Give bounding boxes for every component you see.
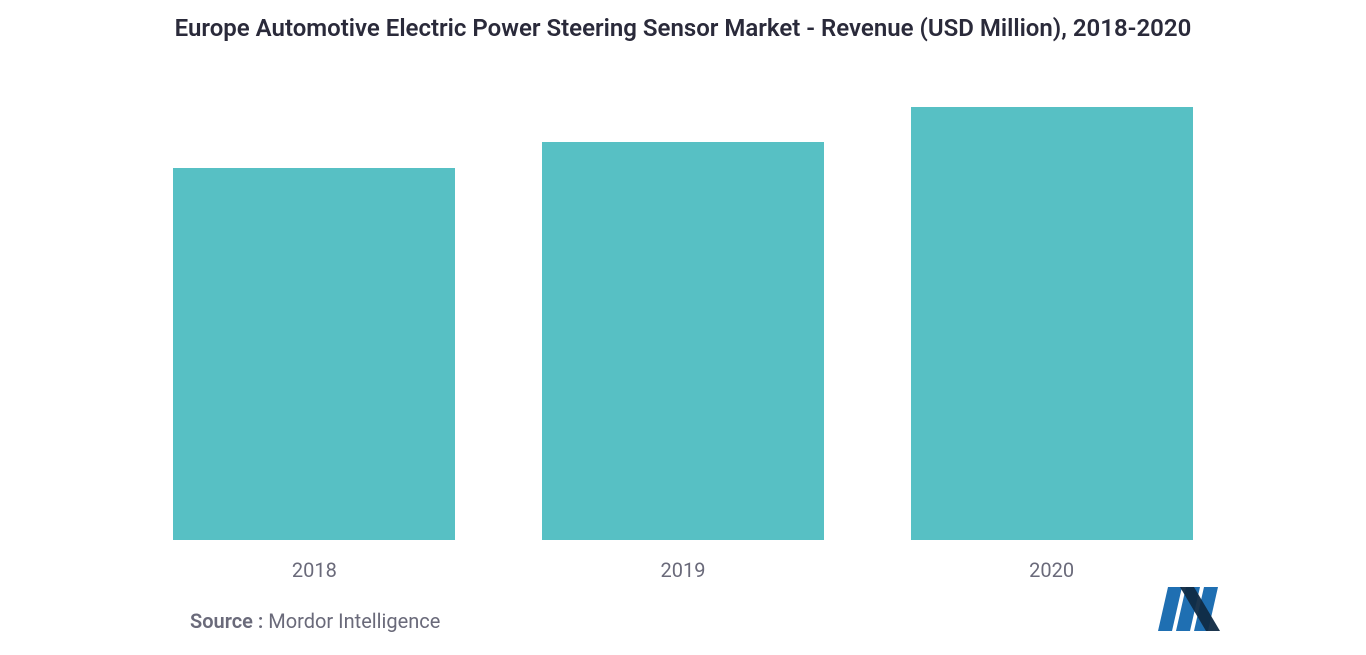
chart-title: Europe Automotive Electric Power Steerin… <box>0 12 1366 44</box>
x-label-2020: 2020 <box>912 558 1192 582</box>
x-label-2019: 2019 <box>543 558 823 582</box>
bar-2020 <box>911 107 1193 540</box>
source-footer: Source : Mordor Intelligence <box>190 609 440 633</box>
bar-2019 <box>542 142 824 540</box>
source-label: Source : <box>190 609 263 633</box>
chart-container: Europe Automotive Electric Power Steerin… <box>0 0 1366 655</box>
x-axis-labels: 2018 2019 2020 <box>130 558 1236 582</box>
x-label-2018: 2018 <box>174 558 454 582</box>
plot-area <box>130 100 1236 540</box>
bar-2018 <box>173 168 455 540</box>
source-text: Mordor Intelligence <box>268 609 440 633</box>
bars-group <box>130 100 1236 540</box>
brand-logo <box>1158 587 1226 631</box>
